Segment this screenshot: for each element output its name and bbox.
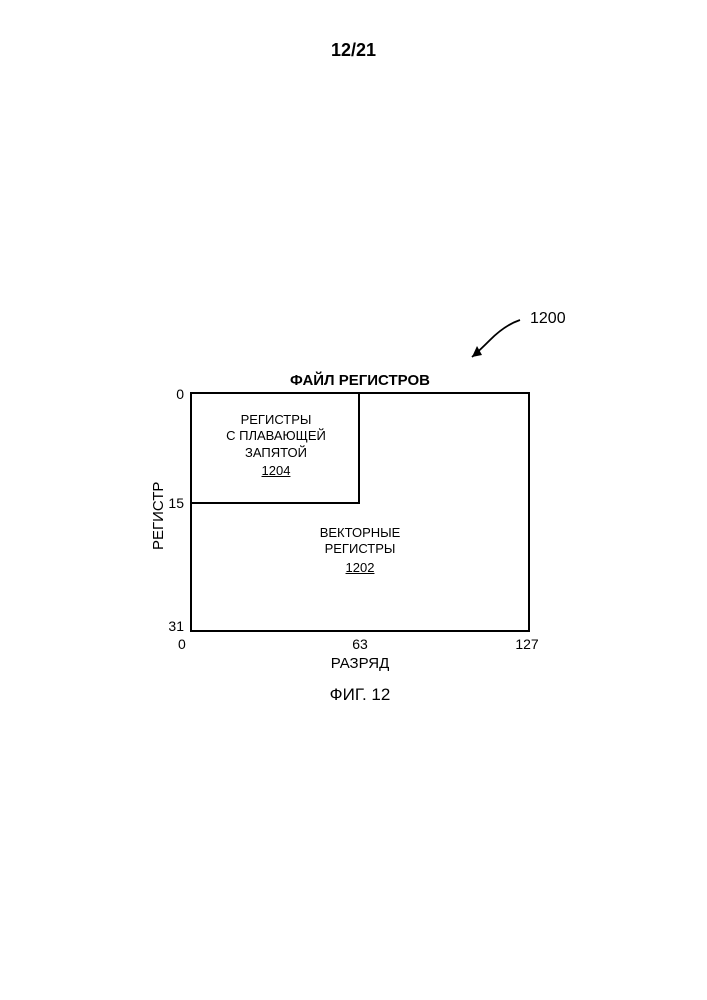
vec-block-label: ВЕКТОРНЫЕ РЕГИСТРЫ 1202 — [190, 525, 530, 576]
fp-line3: ЗАПЯТОЙ — [245, 445, 307, 460]
x-tick-1: 63 — [340, 636, 380, 652]
diagram-title: ФАЙЛ РЕГИСТРОВ — [190, 372, 530, 389]
diagram-ref-number: 1200 — [530, 310, 566, 328]
y-tick-0: 0 — [150, 386, 184, 402]
vec-ref: 1202 — [346, 560, 375, 576]
y-axis-label: РЕГИСТР — [150, 482, 167, 550]
page-number: 12/21 — [0, 40, 707, 61]
x-tick-2: 127 — [502, 636, 552, 652]
fp-line1: РЕГИСТРЫ — [241, 412, 312, 427]
y-tick-2: 31 — [150, 618, 184, 634]
vec-line1: ВЕКТОРНЫЕ — [320, 525, 401, 540]
figure-caption: ФИГ. 12 — [190, 685, 530, 705]
fp-ref: 1204 — [262, 463, 291, 479]
ref-arrow — [460, 315, 530, 370]
x-tick-0: 0 — [178, 636, 208, 652]
fp-block-label: РЕГИСТРЫ С ПЛАВАЮЩЕЙ ЗАПЯТОЙ 1204 — [192, 412, 360, 479]
fp-line2: С ПЛАВАЮЩЕЙ — [226, 428, 326, 443]
x-axis-label: РАЗРЯД — [190, 655, 530, 672]
vec-line2: РЕГИСТРЫ — [325, 541, 396, 556]
